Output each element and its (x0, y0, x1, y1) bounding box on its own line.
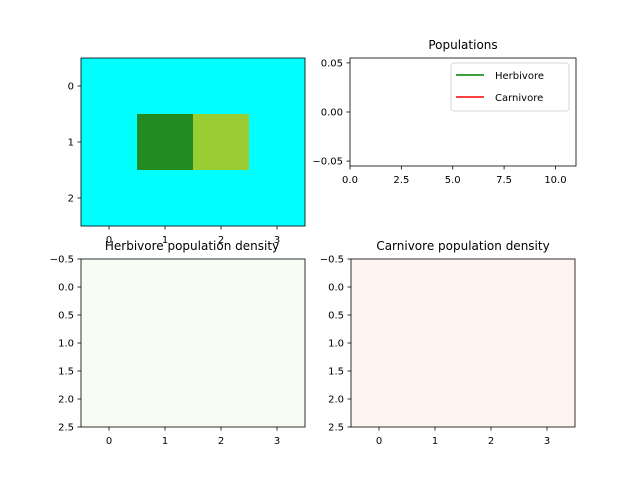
herbivore-density-x-tick-label: 1 (162, 436, 168, 447)
terrain-x-tick-label: 0 (106, 235, 112, 246)
populations-x-ticks: 0.0 2.5 5.0 7.5 10.0 (342, 166, 567, 186)
populations-x-tick-label: 2.5 (393, 175, 409, 186)
herbivore-density-y-tick-label: 1.0 (58, 339, 74, 350)
terrain-cell (249, 114, 306, 171)
terrain-y-ticks: 0 1 2 (68, 82, 81, 205)
herbivore-density-image (81, 259, 305, 427)
populations-title: Populations (428, 38, 497, 52)
herbivore-density-y-tick-label: −0.5 (50, 255, 74, 266)
carnivore-density-y-tick-label: −0.5 (320, 255, 344, 266)
carnivore-density-y-tick-label: 2.0 (328, 395, 344, 406)
herbivore-density-y-tick-label: 2.5 (58, 423, 74, 434)
terrain-cell (137, 58, 194, 115)
terrain-y-tick-label: 0 (68, 82, 74, 93)
populations-x-tick-label: 10.0 (544, 175, 566, 186)
terrain-x-ticks: 0 1 2 3 (106, 226, 280, 246)
terrain-cell (137, 114, 194, 171)
carnivore-density-panel: Carnivore population density 0 1 2 3 −0.5 0.… (320, 239, 576, 447)
herbivore-density-y-ticks: −0.5 0.0 0.5 1.0 1.5 2.0 2.5 (50, 255, 81, 434)
terrain-cell (193, 58, 250, 115)
populations-y-ticks: 0.05 0.00 −0.05 (312, 58, 350, 168)
terrain-cell (193, 170, 250, 227)
carnivore-density-y-ticks: −0.5 0.0 0.5 1.0 1.5 2.0 2.5 (320, 255, 351, 434)
terrain-x-tick-label: 2 (218, 235, 224, 246)
terrain-cell (81, 170, 138, 227)
carnivore-density-x-ticks: 0 1 2 3 (376, 427, 550, 447)
legend-herbivore-label: Herbivore (495, 71, 544, 82)
terrain-y-tick-label: 2 (68, 194, 74, 205)
terrain-cells (81, 58, 306, 227)
herbivore-density-x-tick-label: 2 (218, 436, 224, 447)
carnivore-density-title: Carnivore population density (376, 239, 549, 253)
terrain-grid-panel: 0 1 2 3 0 1 2 (68, 57, 306, 246)
carnivore-density-x-tick-label: 3 (544, 436, 550, 447)
terrain-x-tick-label: 1 (162, 235, 168, 246)
terrain-cell (249, 170, 306, 227)
herbivore-density-y-tick-label: 0.5 (58, 311, 74, 322)
carnivore-density-image (351, 259, 575, 427)
herbivore-density-y-tick-label: 2.0 (58, 395, 74, 406)
terrain-cell (193, 114, 250, 171)
herbivore-density-y-tick-label: 1.5 (58, 367, 74, 378)
terrain-y-tick-label: 1 (68, 138, 74, 149)
carnivore-density-y-tick-label: 0.0 (328, 283, 344, 294)
carnivore-density-y-tick-label: 2.5 (328, 423, 344, 434)
populations-x-tick-label: 0.0 (342, 175, 358, 186)
carnivore-density-x-tick-label: 2 (488, 436, 494, 447)
populations-y-tick-label: −0.05 (312, 157, 343, 168)
herbivore-density-x-ticks: 0 1 2 3 (106, 427, 280, 447)
terrain-x-tick-label: 3 (274, 235, 280, 246)
herbivore-density-title: Herbivore population density (105, 239, 279, 253)
populations-y-tick-label: 0.05 (321, 58, 343, 69)
terrain-cell (81, 58, 138, 115)
legend-carnivore-label: Carnivore (495, 93, 543, 104)
carnivore-density-x-tick-label: 0 (376, 436, 382, 447)
populations-y-tick-label: 0.00 (321, 108, 343, 119)
carnivore-density-y-tick-label: 1.0 (328, 339, 344, 350)
carnivore-density-y-tick-label: 0.5 (328, 311, 344, 322)
populations-x-tick-label: 5.0 (445, 175, 461, 186)
populations-x-tick-label: 7.5 (496, 175, 512, 186)
herbivore-density-x-tick-label: 0 (106, 436, 112, 447)
terrain-cell (81, 114, 138, 171)
terrain-cell (137, 170, 194, 227)
carnivore-density-y-tick-label: 1.5 (328, 367, 344, 378)
herbivore-density-y-tick-label: 0.0 (58, 283, 74, 294)
terrain-cell (249, 58, 306, 115)
herbivore-density-panel: Herbivore population density 0 1 2 3 −0.5 0.… (50, 239, 306, 447)
populations-panel: Populations 0.0 2.5 5.0 7.5 10.0 0.05 0.00 −0.… (312, 38, 577, 186)
carnivore-density-x-tick-label: 1 (432, 436, 438, 447)
herbivore-density-x-tick-label: 3 (274, 436, 280, 447)
legend: Herbivore Carnivore (450, 62, 570, 112)
